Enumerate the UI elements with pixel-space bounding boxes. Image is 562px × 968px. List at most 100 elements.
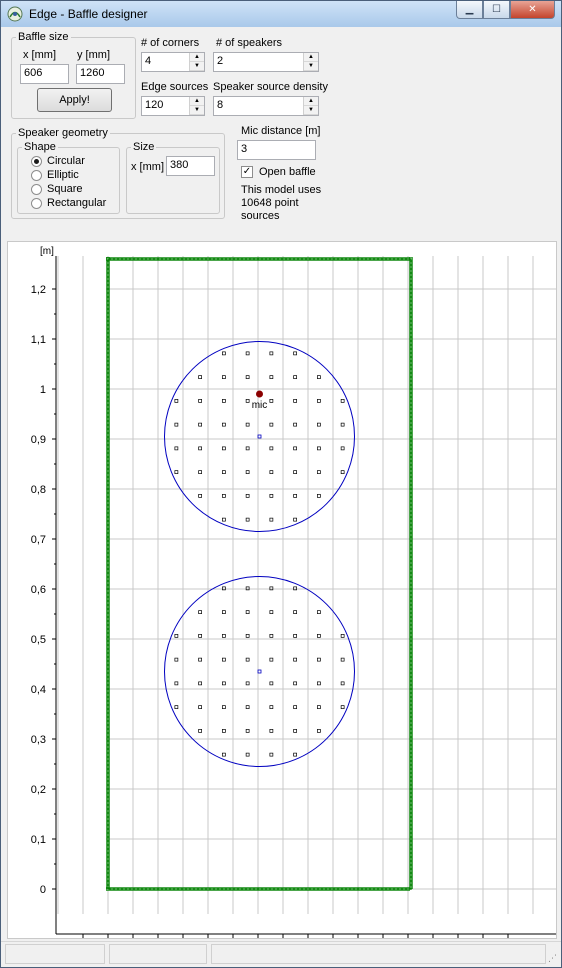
edge-source-point xyxy=(106,269,110,273)
speaker-source-point xyxy=(222,517,226,522)
spin-down-icon[interactable]: ▼ xyxy=(304,106,318,115)
edge-source-point xyxy=(106,293,110,297)
edge-source-point xyxy=(409,861,413,865)
spin-up-icon[interactable]: ▲ xyxy=(190,97,204,106)
edge-source-point xyxy=(106,613,110,617)
edge-source-point xyxy=(409,653,413,657)
spin-down-icon[interactable]: ▼ xyxy=(304,62,318,71)
open-baffle-checkbox[interactable]: ✓ Open baffle xyxy=(241,166,316,178)
edge-source-point xyxy=(106,773,110,777)
mic-label: mic xyxy=(252,400,268,411)
mic-distance-field[interactable]: 3 xyxy=(237,140,316,160)
edge-source-point xyxy=(409,401,413,405)
edge-source-point xyxy=(106,289,110,293)
edge-sources-stepper[interactable]: 120 ▲ ▼ xyxy=(141,96,205,116)
baffle-edge-sources xyxy=(106,257,413,891)
edge-source-point xyxy=(106,445,110,449)
speaker-source-point xyxy=(222,422,226,427)
close-icon[interactable]: ✕ xyxy=(510,1,555,19)
y-tick-label: 0,7 xyxy=(31,534,46,546)
edge-source-point xyxy=(106,489,110,493)
speaker-source-point xyxy=(317,446,321,451)
edge-source-point xyxy=(210,257,214,261)
speaker-source-point xyxy=(198,610,202,614)
baffle-plot[interactable]: 00,10,20,30,40,50,60,70,80,911,11,2-0,05… xyxy=(7,241,558,954)
edge-source-point xyxy=(166,257,170,261)
baffle-y-field[interactable]: 1260 xyxy=(76,64,125,84)
edge-source-point xyxy=(294,257,298,261)
edge-source-point xyxy=(306,887,310,891)
edge-source-point xyxy=(409,877,413,881)
edge-source-point xyxy=(114,887,118,891)
edge-source-point xyxy=(409,265,413,269)
edge-source-point xyxy=(409,525,413,529)
speaker-source-point xyxy=(245,705,250,709)
edge-source-point xyxy=(409,541,413,545)
edge-source-point xyxy=(409,285,413,289)
edge-source-point xyxy=(106,689,110,693)
shape-square-radio[interactable]: Square xyxy=(31,183,82,195)
edge-source-point xyxy=(106,693,110,697)
speaker-source-point xyxy=(245,752,250,757)
edge-source-point xyxy=(302,257,306,261)
edge-source-point xyxy=(106,521,110,525)
apply-button[interactable]: Apply! xyxy=(37,88,112,112)
edge-source-point xyxy=(106,881,110,885)
edge-source-point xyxy=(409,349,413,353)
edge-source-point xyxy=(409,329,413,333)
baffle-x-field[interactable]: 606 xyxy=(20,64,69,84)
spin-down-icon[interactable]: ▼ xyxy=(190,62,204,71)
density-stepper[interactable]: 8 ▲ ▼ xyxy=(213,96,319,116)
edge-source-point xyxy=(409,357,413,361)
edge-source-point xyxy=(409,309,413,313)
edge-source-point xyxy=(409,425,413,429)
edge-source-point xyxy=(378,257,382,261)
edge-source-point xyxy=(106,533,110,537)
edge-source-point xyxy=(106,829,110,833)
edge-source-point xyxy=(106,641,110,645)
edge-source-point xyxy=(106,605,110,609)
edge-source-point xyxy=(106,861,110,865)
edge-source-point xyxy=(409,481,413,485)
edge-source-point xyxy=(402,257,406,261)
speaker-center-point xyxy=(257,434,262,439)
edge-source-point xyxy=(409,661,413,665)
edge-source-point xyxy=(146,257,150,261)
edge-source-point xyxy=(106,277,110,281)
shape-circular-radio[interactable]: Circular xyxy=(31,155,85,167)
resize-grip-icon[interactable]: ⋰ xyxy=(548,953,557,963)
spin-up-icon[interactable]: ▲ xyxy=(304,97,318,106)
edge-source-point xyxy=(286,257,290,261)
corners-stepper[interactable]: 4 ▲ ▼ xyxy=(141,52,205,72)
edge-source-point xyxy=(106,685,110,689)
edge-source-point xyxy=(118,257,122,261)
edge-source-point xyxy=(409,729,413,733)
edge-source-point xyxy=(409,649,413,653)
speaker-source-point xyxy=(317,399,321,403)
spin-down-icon[interactable]: ▼ xyxy=(190,106,204,115)
edge-source-point xyxy=(409,821,413,825)
edge-source-point xyxy=(378,887,382,891)
edge-source-point xyxy=(206,257,210,261)
edge-source-point xyxy=(409,497,413,501)
speaker-source-point xyxy=(198,705,202,709)
edge-source-point xyxy=(106,409,110,413)
title-bar[interactable]: Edge - Baffle designer ▁ ☐ ✕ xyxy=(1,1,561,27)
size-x-field[interactable]: 380 xyxy=(166,156,215,176)
edge-source-point xyxy=(106,825,110,829)
spin-up-icon[interactable]: ▲ xyxy=(304,53,318,62)
edge-source-point xyxy=(106,705,110,709)
shape-elliptic-radio[interactable]: Elliptic xyxy=(31,169,79,181)
speaker-source-point xyxy=(340,681,345,686)
edge-source-point xyxy=(106,497,110,501)
shape-rectangular-radio[interactable]: Rectangular xyxy=(31,197,106,209)
maximize-icon[interactable]: ☐ xyxy=(483,1,510,19)
edge-source-point xyxy=(106,637,110,641)
edge-source-point xyxy=(326,887,330,891)
spin-up-icon[interactable]: ▲ xyxy=(190,53,204,62)
speakers-stepper[interactable]: 2 ▲ ▼ xyxy=(213,52,319,72)
edge-source-point xyxy=(106,301,110,305)
speaker-source-point xyxy=(269,399,274,403)
minimize-icon[interactable]: ▁ xyxy=(456,1,483,19)
speaker-source-point xyxy=(222,681,226,686)
